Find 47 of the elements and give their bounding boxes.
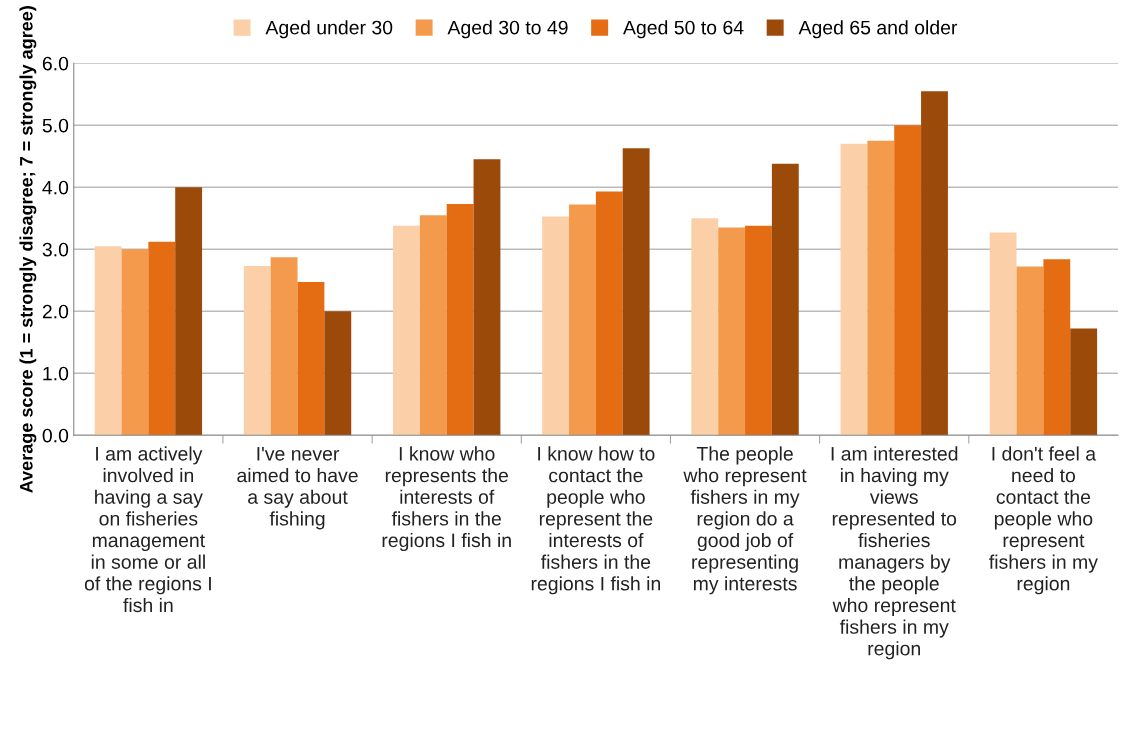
x-tick-label: I am actively involved in having a say on fisheries management in some or all of the regions I fish in — [84, 446, 211, 613]
x-tick-label: I've never aimed to have a say about fishing — [237, 447, 358, 530]
bar — [622, 148, 650, 436]
bar — [542, 216, 570, 436]
y-tick-label: 5.0 — [42, 118, 69, 133]
legend-label: Aged 50 to 64 — [623, 20, 744, 39]
bar — [840, 143, 868, 436]
bar — [569, 204, 596, 436]
bar — [771, 163, 799, 436]
bar — [921, 91, 948, 436]
bar — [270, 257, 298, 436]
bar — [691, 218, 719, 436]
bar — [297, 282, 325, 436]
bar — [148, 241, 176, 436]
x-tick-label: The people who represent fishers in my region do a good job of representing my interests — [683, 446, 807, 595]
bar — [1043, 259, 1071, 436]
x-tick-label: I don't feel a need to contact the people who represent fishers in my region — [989, 446, 1098, 595]
bar — [1070, 328, 1098, 436]
y-tick-label: 4.0 — [42, 180, 69, 195]
y-tick-label: 2.0 — [42, 304, 69, 319]
legend-label: Aged under 30 — [265, 20, 393, 39]
bar — [393, 225, 420, 436]
y-tick-label: 6.0 — [42, 56, 69, 71]
y-tick-label: 0.0 — [42, 428, 69, 443]
bar — [473, 159, 501, 436]
category-label: I am interested in having my views represented to fisheries managers by the people who represent fishers in my region — [831, 446, 958, 660]
bar — [1016, 266, 1044, 436]
y-axis-title: Average score (1 = strongly disagree; 7 = strongly agree) — [19, 6, 37, 493]
bar — [989, 232, 1017, 436]
legend-label: Aged 65 and older — [798, 20, 958, 39]
bar — [175, 187, 203, 436]
bar — [94, 246, 122, 436]
legend-label: Aged 30 to 49 — [447, 20, 568, 39]
bar — [419, 215, 447, 436]
x-tick-label: I know who represents the interests of fishers in the regions I fish in — [382, 446, 511, 552]
x-tick-label: I know how to contact the people who represent the interests of fishers in the regions I fish in — [531, 446, 660, 595]
bar — [324, 311, 352, 436]
bar — [894, 125, 922, 436]
bar — [243, 265, 271, 436]
bar — [595, 191, 623, 436]
bar — [121, 249, 149, 436]
y-tick-label: 1.0 — [43, 366, 69, 381]
bar — [745, 225, 772, 436]
bar — [867, 140, 895, 436]
bar — [718, 227, 746, 436]
y-tick-label: 3.0 — [42, 242, 69, 257]
bar — [446, 203, 474, 436]
